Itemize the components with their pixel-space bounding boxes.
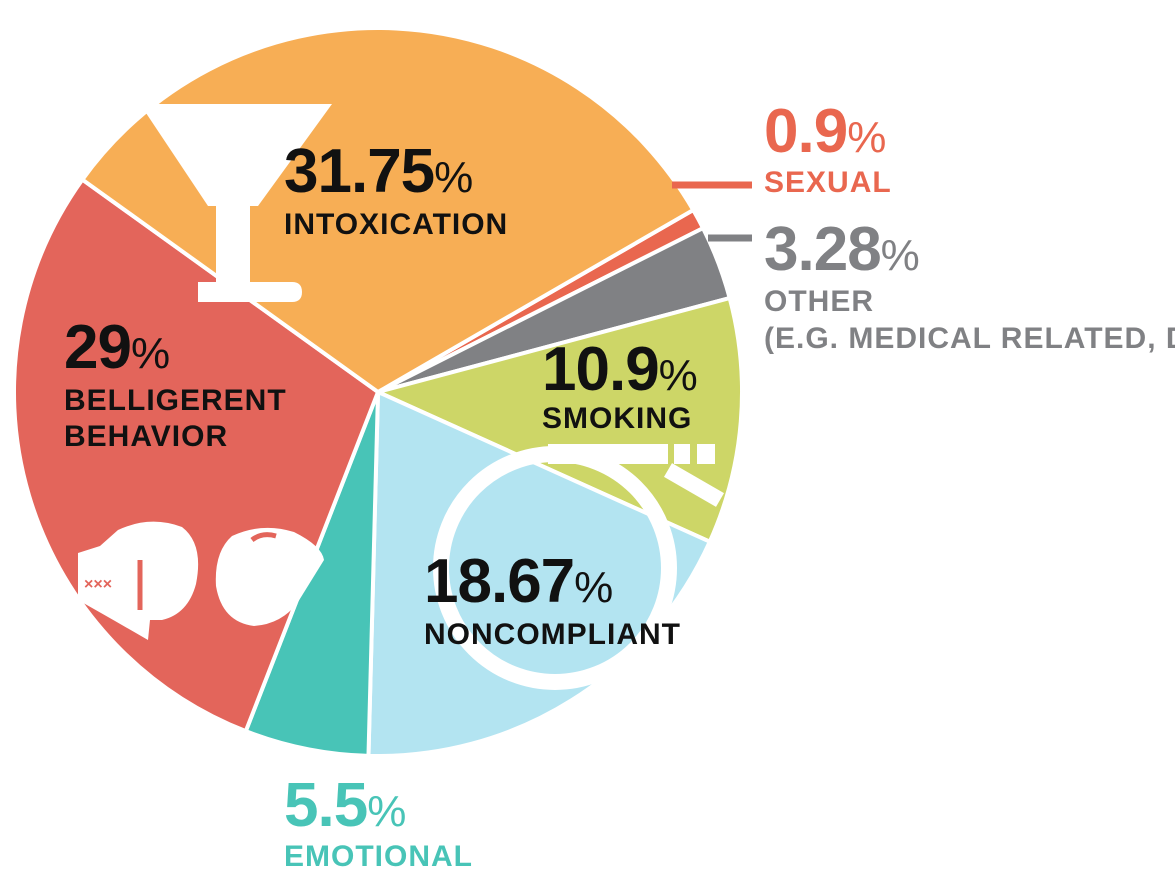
emotional-value: 5.5 [284,771,367,840]
magnifying-glass-icon [433,446,724,690]
intoxication-value: 31.75 [284,137,434,206]
noncompliant-value: 18.67 [424,547,574,616]
intoxication-unit: % [434,153,472,202]
belligerent-value: 29 [64,313,131,382]
smoking-name: SMOKING [542,402,692,435]
intoxication-name: INTOXICATION [284,208,508,241]
svg-text:10.9%: 10.9% [542,335,697,404]
pie-slice-smoking [376,296,744,544]
svg-text:31.75%: 31.75% [284,137,472,206]
sexual-label: 0.9% SEXUAL [764,97,892,199]
noncompliant-unit: % [574,563,612,612]
smoking-unit: % [659,351,697,400]
sexual-unit: % [847,113,885,162]
belligerent-unit: % [131,329,169,378]
belligerent-name: BELLIGERENT [64,384,287,417]
svg-text:18.67%: 18.67% [424,547,612,616]
pie-slice-noncompliant [366,390,712,758]
other-unit: % [881,231,919,280]
martini-glass-icon [140,104,332,302]
boxing-gloves-icon: ××× [78,521,324,640]
intoxication-label: 31.75% INTOXICATION [284,137,508,241]
svg-text:3.28%: 3.28% [764,215,919,284]
glove-stitch: ××× [84,576,112,593]
noncompliant-label: 18.67% NONCOMPLIANT [424,547,681,651]
noncompliant-name: NONCOMPLIANT [424,618,681,651]
svg-text:29%: 29% [64,313,169,382]
other-label: 3.28% OTHER (E.G. MEDICAL RELATED, DRUGS… [764,215,1175,355]
svg-text:5.5%: 5.5% [284,771,405,840]
other-value: 3.28 [764,215,881,284]
emotional-unit: % [367,787,405,836]
belligerent-name-line2: BEHAVIOR [64,420,228,453]
other-name-line2: (E.G. MEDICAL RELATED, DRUGS) [764,322,1175,355]
emotional-name: EMOTIONAL [284,840,473,873]
belligerent-label: 29% BELLIGERENT BEHAVIOR [64,313,287,453]
sexual-value: 0.9 [764,97,847,166]
smoking-label: 10.9% SMOKING [542,335,698,435]
other-name: OTHER [764,285,874,318]
smoking-value: 10.9 [542,335,659,404]
sexual-name: SEXUAL [764,166,892,199]
emotional-label: 5.5% EMOTIONAL [284,771,473,873]
svg-text:0.9%: 0.9% [764,97,885,166]
